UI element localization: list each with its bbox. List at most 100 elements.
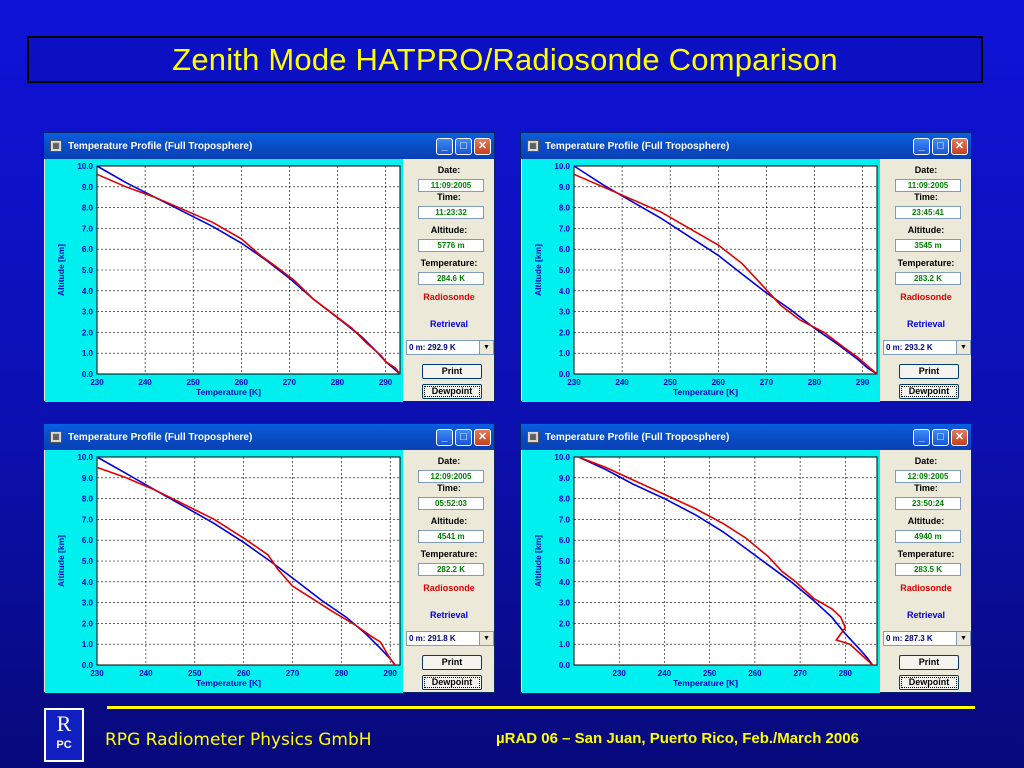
print-button[interactable]: Print xyxy=(422,655,482,670)
footer-conference: µRAD 06 – San Juan, Puerto Rico, Feb./Ma… xyxy=(496,730,859,747)
window-titlebar[interactable]: ▦ Temperature Profile (Full Troposphere)… xyxy=(521,133,971,159)
close-icon[interactable]: ✕ xyxy=(474,137,491,155)
y-tick-label: 3.0 xyxy=(82,599,94,608)
close-icon[interactable]: ✕ xyxy=(951,137,968,155)
altitude-label: Altitude: xyxy=(430,225,468,235)
series-line-retrieval xyxy=(578,456,874,666)
x-tick-label: 260 xyxy=(235,378,249,387)
temperature-label: Temperature: xyxy=(897,258,955,268)
date-field: 11:09:2005 xyxy=(895,179,961,192)
time-field: 11:23:32 xyxy=(418,206,484,219)
y-tick-label: 0.0 xyxy=(559,370,571,379)
print-button[interactable]: Print xyxy=(899,655,959,670)
y-tick-label: 9.0 xyxy=(82,183,94,192)
slide-title-text: Zenith Mode HATPRO/Radiosonde Comparison xyxy=(172,41,838,77)
surface-select[interactable]: 0 m: 291.8 K ▼ xyxy=(406,631,494,646)
series-line-radiosonde xyxy=(573,173,878,375)
x-tick-label: 250 xyxy=(703,669,717,678)
x-tick-label: 280 xyxy=(331,378,345,387)
window-titlebar[interactable]: ▦ Temperature Profile (Full Troposphere)… xyxy=(44,133,494,159)
maximize-icon[interactable]: □ xyxy=(932,428,949,446)
x-tick-label: 270 xyxy=(793,669,807,678)
series-line-radiosonde xyxy=(96,466,396,666)
y-tick-label: 7.0 xyxy=(559,515,571,524)
window-title: Temperature Profile (Full Troposphere) xyxy=(545,431,730,443)
print-button[interactable]: Print xyxy=(899,364,959,379)
y-tick-label: 10.0 xyxy=(554,453,570,462)
temperature-field: 284.6 K xyxy=(418,272,484,285)
chevron-down-icon[interactable]: ▼ xyxy=(479,632,493,645)
x-tick-label: 240 xyxy=(615,378,629,387)
surface-select-value: 0 m: 292.9 K xyxy=(409,343,456,352)
surface-select-value: 0 m: 293.2 K xyxy=(886,343,933,352)
profile-chart: 230 240 250 260 270 280 290 0.0 1.0 2.0 3.0 4.0 5.0 6… xyxy=(522,159,880,402)
window-title: Temperature Profile (Full Troposphere) xyxy=(68,140,253,152)
y-tick-label: 7.0 xyxy=(82,224,94,233)
maximize-icon[interactable]: □ xyxy=(932,137,949,155)
y-tick-label: 8.0 xyxy=(559,204,571,213)
chevron-down-icon[interactable]: ▼ xyxy=(956,341,970,354)
y-tick-label: 6.0 xyxy=(82,536,94,545)
legend-radiosonde: Radiosonde xyxy=(423,583,475,593)
close-icon[interactable]: ✕ xyxy=(951,428,968,446)
y-tick-label: 9.0 xyxy=(82,474,94,483)
surface-select[interactable]: 0 m: 293.2 K ▼ xyxy=(883,340,971,355)
print-button[interactable]: Print xyxy=(422,364,482,379)
chevron-down-icon[interactable]: ▼ xyxy=(479,341,493,354)
x-tick-label: 250 xyxy=(664,378,678,387)
window-titlebar[interactable]: ▦ Temperature Profile (Full Troposphere)… xyxy=(44,424,494,450)
y-tick-label: 5.0 xyxy=(559,266,571,275)
x-axis-label: Temperature [K] xyxy=(673,387,738,397)
chevron-down-icon[interactable]: ▼ xyxy=(956,632,970,645)
x-tick-label: 230 xyxy=(90,378,104,387)
minimize-icon[interactable]: _ xyxy=(913,428,930,446)
maximize-icon[interactable]: □ xyxy=(455,428,472,446)
dewpoint-button[interactable]: Dewpoint xyxy=(422,384,482,399)
x-tick-label: 290 xyxy=(384,669,398,678)
altitude-field: 3545 m xyxy=(895,239,961,252)
x-tick-label: 240 xyxy=(138,378,152,387)
slide-title: Zenith Mode HATPRO/Radiosonde Comparison xyxy=(27,36,983,83)
close-icon[interactable]: ✕ xyxy=(474,428,491,446)
y-axis-label: Altitude [km] xyxy=(56,244,66,296)
window-titlebar[interactable]: ▦ Temperature Profile (Full Troposphere)… xyxy=(521,424,971,450)
minimize-icon[interactable]: _ xyxy=(436,428,453,446)
app-icon: ▦ xyxy=(50,431,62,443)
y-tick-label: 7.0 xyxy=(82,515,94,524)
altitude-label: Altitude: xyxy=(430,516,468,526)
x-axis-label: Temperature [K] xyxy=(196,678,261,688)
x-tick-label: 260 xyxy=(237,669,251,678)
x-tick-label: 230 xyxy=(613,669,627,678)
y-tick-label: 7.0 xyxy=(559,224,571,233)
temperature-label: Temperature: xyxy=(897,549,955,559)
x-tick-label: 270 xyxy=(286,669,300,678)
dewpoint-button[interactable]: Dewpoint xyxy=(899,675,959,690)
minimize-icon[interactable]: _ xyxy=(913,137,930,155)
footer-divider xyxy=(107,706,975,709)
surface-select[interactable]: 0 m: 287.3 K ▼ xyxy=(883,631,971,646)
x-tick-label: 240 xyxy=(658,669,672,678)
temperature-label: Temperature: xyxy=(420,549,478,559)
y-tick-label: 1.0 xyxy=(82,640,94,649)
date-label: Date: xyxy=(437,456,461,466)
y-tick-label: 10.0 xyxy=(77,453,93,462)
temperature-label: Temperature: xyxy=(420,258,478,268)
y-tick-label: 4.0 xyxy=(82,287,94,296)
time-label: Time: xyxy=(437,483,461,493)
temperature-profile-window: ▦ Temperature Profile (Full Troposphere)… xyxy=(43,423,495,693)
surface-select[interactable]: 0 m: 292.9 K ▼ xyxy=(406,340,494,355)
legend-radiosonde: Radiosonde xyxy=(423,292,475,302)
surface-select-value: 0 m: 291.8 K xyxy=(409,634,456,643)
minimize-icon[interactable]: _ xyxy=(436,137,453,155)
dewpoint-button[interactable]: Dewpoint xyxy=(899,384,959,399)
footer-company: RPG Radiometer Physics GmbH xyxy=(105,730,372,750)
maximize-icon[interactable]: □ xyxy=(455,137,472,155)
altitude-field: 4541 m xyxy=(418,530,484,543)
x-tick-label: 230 xyxy=(567,378,581,387)
dewpoint-button[interactable]: Dewpoint xyxy=(422,675,482,690)
y-tick-label: 10.0 xyxy=(554,162,570,171)
date-label: Date: xyxy=(914,456,938,466)
y-tick-label: 0.0 xyxy=(82,370,94,379)
info-panel: Date: 12:09:2005 Time: 05:52:03 Altitude… xyxy=(404,450,494,693)
altitude-field: 5776 m xyxy=(418,239,484,252)
